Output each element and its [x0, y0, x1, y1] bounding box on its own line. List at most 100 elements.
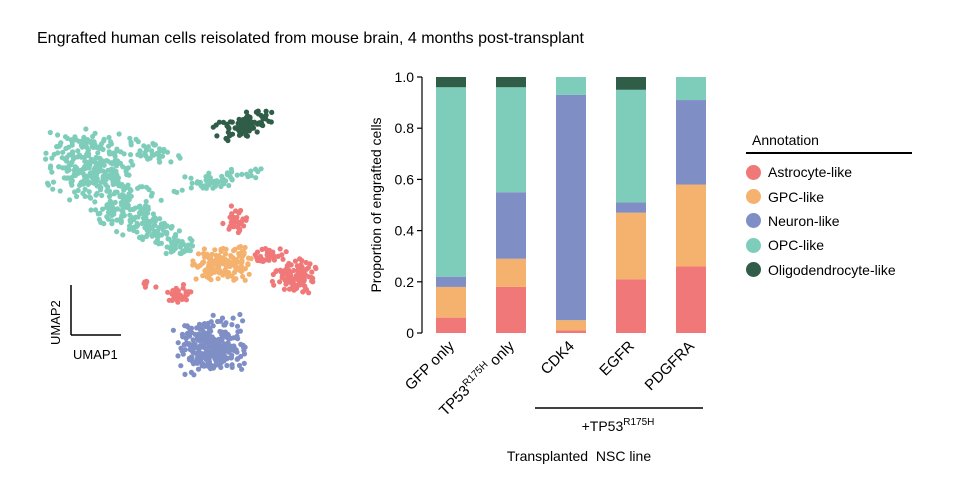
umap-point	[291, 267, 297, 274]
bar-segment	[616, 212, 646, 280]
umap-point	[229, 322, 235, 328]
bar-segment	[496, 87, 526, 193]
umap-point	[186, 247, 193, 253]
legend-item: Neuron-like	[746, 209, 912, 233]
legend-item: Oligodendrocyte-like	[746, 258, 912, 282]
umap-point	[74, 193, 80, 200]
umap-point	[170, 327, 176, 333]
umap-point	[214, 343, 220, 349]
umap-point	[201, 246, 207, 252]
umap-point	[260, 122, 266, 129]
umap-point	[200, 331, 206, 338]
umap-point	[175, 340, 181, 346]
y-axis: 0 0.2 0.4 0.6 0.8 1.0	[395, 69, 423, 341]
bar-segment	[556, 94, 586, 321]
umap-point	[112, 199, 118, 205]
umap-point	[300, 282, 306, 288]
umap-point	[222, 322, 228, 328]
umap-point	[243, 116, 249, 122]
legend: Annotation Astrocyte-like GPC-like Neuron-…	[746, 132, 912, 282]
umap-point	[56, 164, 62, 170]
x-tick-label: CDK4	[538, 338, 578, 378]
umap-point	[270, 271, 276, 278]
umap-point	[121, 196, 128, 202]
y-tick-label: 1.0	[395, 69, 415, 85]
umap-point	[130, 227, 136, 233]
umap-point	[153, 284, 159, 290]
umap-point	[117, 160, 124, 166]
umap-point	[86, 189, 92, 195]
umap-point	[229, 352, 235, 358]
y-tick-label: 0.8	[395, 120, 415, 136]
umap-point	[93, 154, 99, 161]
umap-point	[286, 260, 292, 267]
umap-point	[298, 275, 304, 282]
umap-point	[68, 175, 74, 181]
umap-point	[227, 133, 233, 139]
umap-point	[212, 247, 218, 253]
umap-point	[92, 130, 98, 136]
umap-point	[63, 175, 69, 181]
y-axis-title: Proportion of engrafted cells	[368, 117, 384, 292]
umap-point	[310, 275, 316, 281]
umap-point	[75, 148, 81, 154]
umap-point	[197, 326, 203, 332]
umap-point	[176, 228, 182, 234]
umap-point	[103, 158, 109, 164]
umap-point	[186, 289, 192, 295]
umap-point	[238, 119, 244, 125]
umap-point	[195, 366, 202, 372]
umap-point	[277, 246, 283, 252]
umap-point	[114, 217, 120, 223]
umap-point	[307, 261, 313, 267]
umap-point	[227, 263, 233, 269]
bar-segment	[556, 77, 586, 95]
umap-point	[186, 326, 193, 332]
umap-point	[313, 265, 319, 272]
umap-point	[271, 282, 277, 288]
umap-point	[55, 150, 61, 156]
umap-point	[269, 250, 275, 256]
umap-point	[283, 281, 289, 287]
group-bracket-label-sup: R175H	[623, 417, 654, 428]
y-tick-label: 0.2	[395, 274, 415, 290]
umap-point	[55, 132, 61, 138]
umap-point	[279, 273, 285, 279]
umap-point	[119, 207, 125, 214]
umap-point	[207, 261, 213, 267]
umap-point	[204, 178, 210, 184]
umap-point	[126, 226, 132, 232]
umap-point	[179, 296, 185, 302]
legend-label: Neuron-like	[768, 212, 840, 229]
umap-point	[215, 318, 221, 325]
umap-point	[164, 231, 170, 237]
umap-point	[73, 137, 79, 143]
umap-point	[206, 330, 212, 336]
umap-point	[220, 220, 226, 227]
umap-point	[220, 245, 226, 252]
figure-title: Engrafted human cells reisolated from mo…	[37, 30, 584, 47]
umap-point	[197, 262, 203, 269]
umap-point	[204, 348, 210, 354]
umap-point	[196, 349, 202, 356]
umap-point	[188, 175, 194, 181]
umap-point	[98, 179, 104, 185]
umap-point	[156, 225, 162, 231]
bar-segment	[436, 317, 466, 333]
umap-point	[182, 323, 188, 329]
umap-point	[205, 273, 212, 279]
umap-point	[255, 111, 261, 117]
umap-point	[171, 188, 177, 194]
umap-point	[195, 353, 201, 360]
umap-point	[80, 190, 86, 196]
umap-point	[106, 134, 112, 141]
umap-point	[89, 144, 95, 150]
umap-point	[234, 214, 240, 220]
umap-point	[104, 173, 110, 179]
umap-point	[223, 135, 229, 142]
umap-point	[210, 312, 216, 318]
bar-segment	[496, 286, 526, 333]
umap-point	[114, 229, 120, 235]
umap-point	[91, 168, 97, 174]
umap-point	[195, 337, 201, 343]
